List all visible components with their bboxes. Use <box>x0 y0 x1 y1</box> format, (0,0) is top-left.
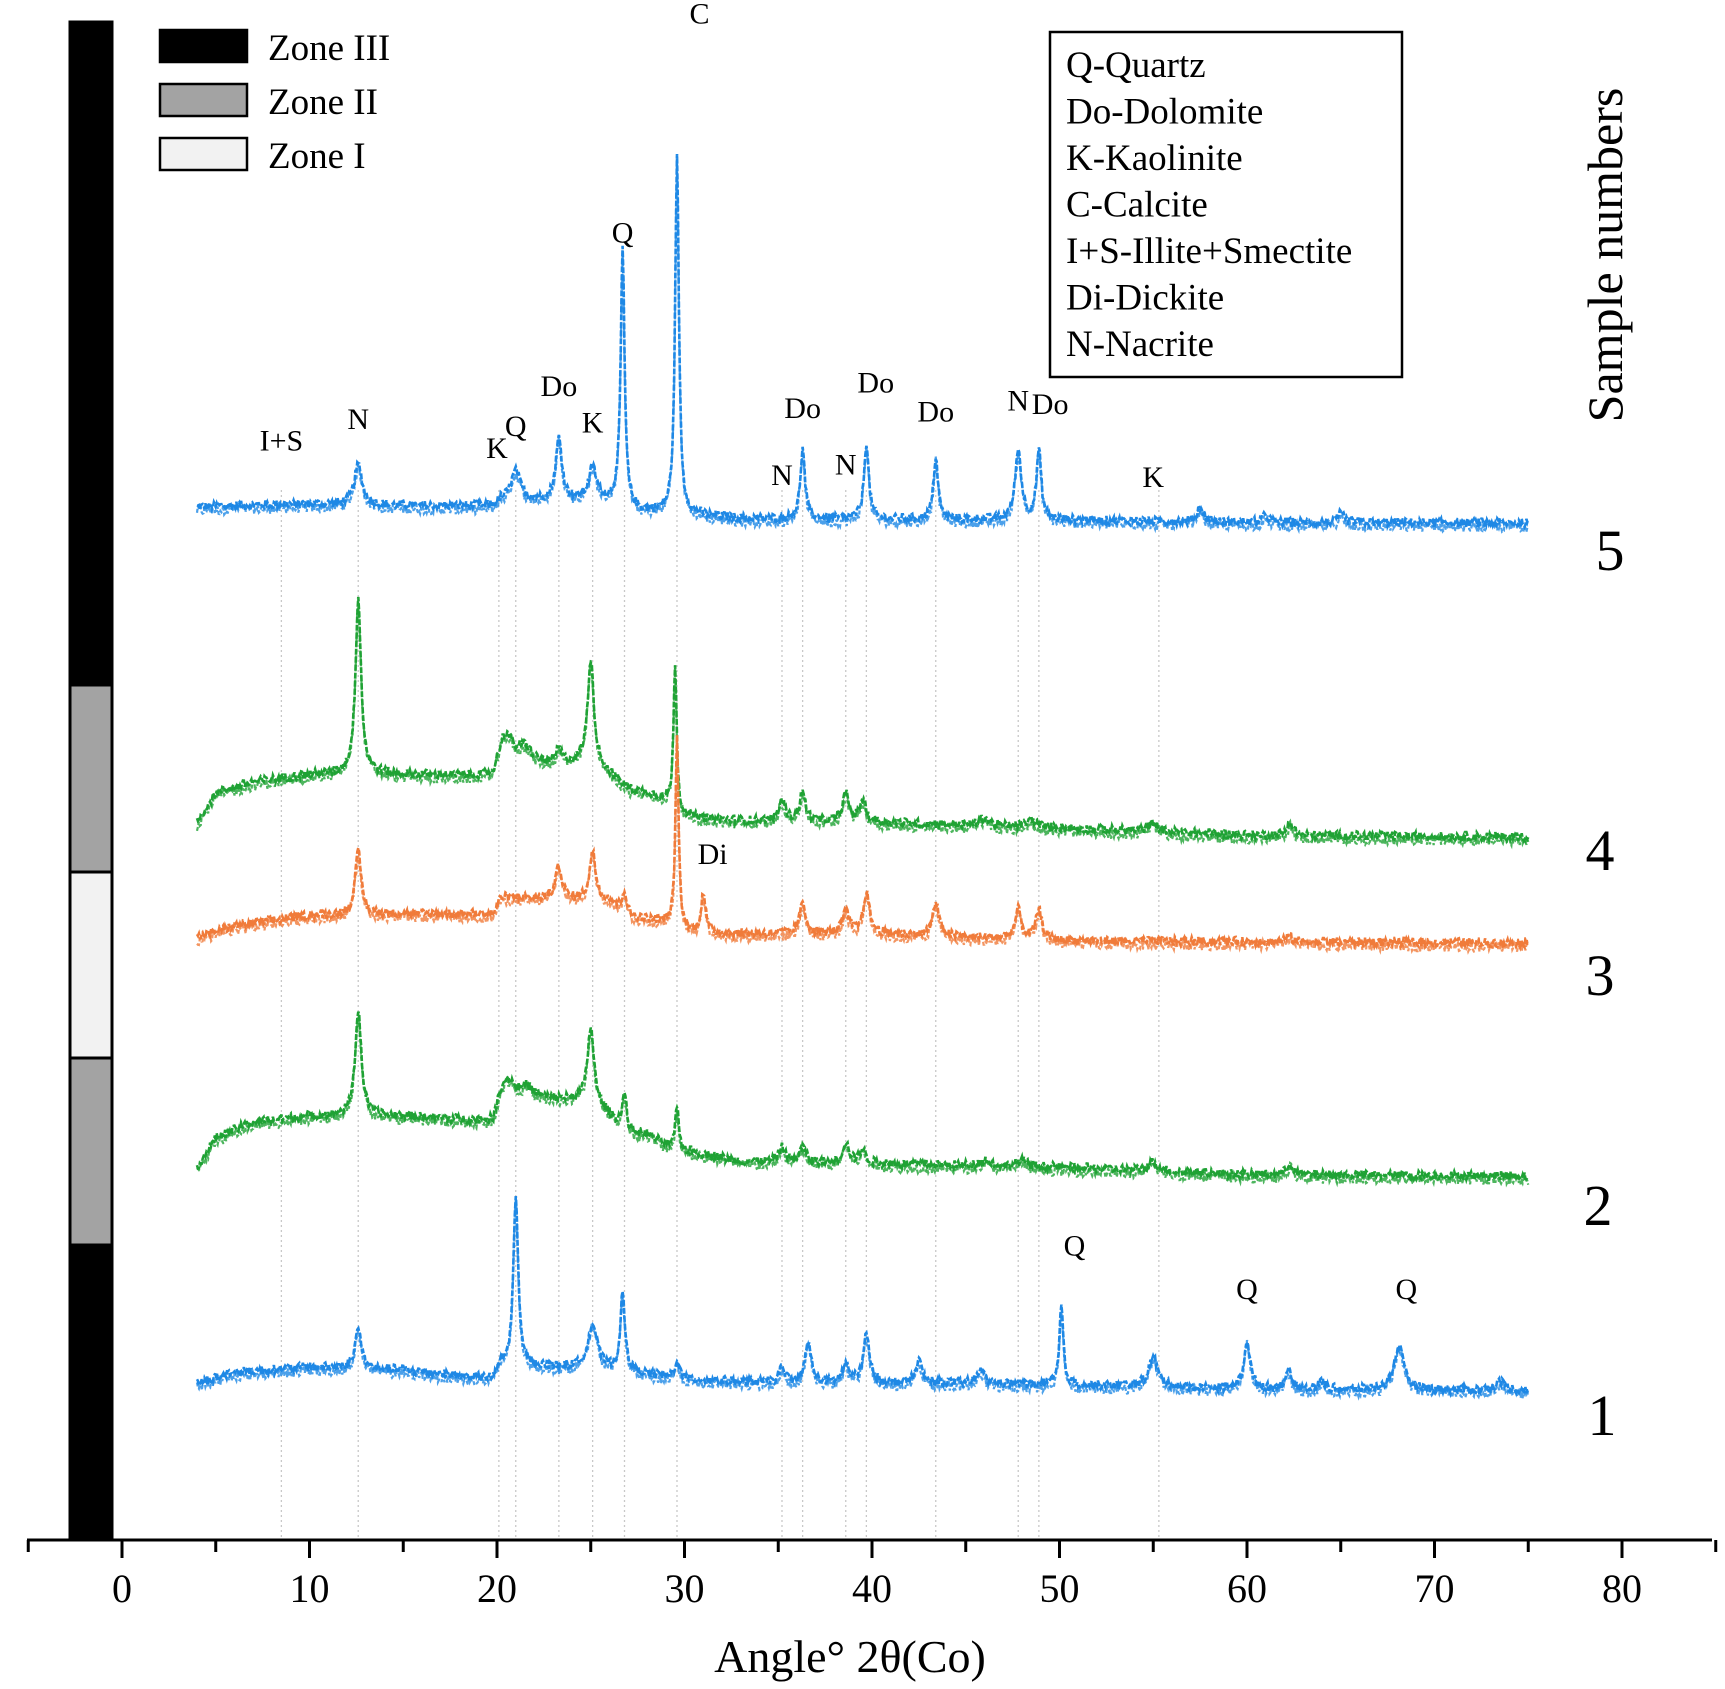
peak-label: Do <box>1032 388 1069 421</box>
zone-legend-swatch <box>158 28 249 64</box>
peak-label: Q <box>1396 1273 1418 1306</box>
x-tick-label: 50 <box>1040 1566 1080 1611</box>
peak-label: N <box>1007 385 1029 418</box>
x-tick-label: 0 <box>112 1566 132 1611</box>
peak-label: Q <box>505 410 527 443</box>
x-tick-label: 10 <box>290 1566 330 1611</box>
series-2-noise <box>196 1011 1530 1188</box>
sample-numbers-title: Sample numbers <box>1577 88 1633 423</box>
sample-number-label: 5 <box>1596 518 1625 583</box>
x-tick-label: 30 <box>665 1566 705 1611</box>
zone-legend-label: Zone II <box>268 82 378 123</box>
zone-bar-segment <box>68 683 114 874</box>
zone-legend-label: Zone III <box>268 28 390 69</box>
x-axis-title: Angle° 2θ(Co) <box>714 1631 986 1682</box>
peak-label: Do <box>541 370 578 403</box>
peak-label: Do <box>917 395 954 428</box>
mineral-legend-entry: Q-Quartz <box>1066 45 1206 86</box>
mineral-legend-entry: Do-Dolomite <box>1066 92 1263 133</box>
peak-label: Q <box>612 217 634 250</box>
peak-label: C <box>689 0 709 31</box>
x-tick-label: 80 <box>1602 1566 1642 1611</box>
mineral-legend-entry: I+S-Illite+Smectite <box>1066 231 1352 272</box>
series-5-line <box>196 153 1530 532</box>
series-1-line <box>195 1196 1529 1399</box>
peak-label: Di <box>698 838 728 871</box>
series-4-line <box>195 596 1530 846</box>
peak-label: Do <box>784 392 821 425</box>
series-3-noise <box>196 736 1530 955</box>
x-tick-label: 60 <box>1227 1566 1267 1611</box>
peak-label: Do <box>857 366 894 399</box>
zone-legend-swatch <box>158 136 249 172</box>
zone-bar <box>68 20 114 1542</box>
zone-bar-segment <box>68 20 114 687</box>
x-tick-label: 70 <box>1415 1566 1455 1611</box>
mineral-legend-entry: K-Kaolinite <box>1066 138 1243 179</box>
mineral-legend: Q-Quartz Do-Dolomite K-Kaolinite C-Calcite I… <box>1048 30 1404 379</box>
reference-lines <box>280 490 1160 1540</box>
peak-label: N <box>835 449 857 482</box>
peak-label: Q <box>1236 1273 1258 1306</box>
sample-number-label: 2 <box>1584 1173 1613 1238</box>
mineral-legend-entry: N-Nacrite <box>1066 324 1214 365</box>
series-3-line <box>195 734 1529 952</box>
peak-label: Q <box>1064 1229 1086 1262</box>
peak-label: I+S <box>260 425 304 458</box>
zone-bar-segment <box>68 1056 114 1247</box>
mineral-legend-entry: C-Calcite <box>1066 185 1208 226</box>
peak-label: K <box>1142 461 1164 494</box>
zone-legend-swatch <box>158 82 249 118</box>
zone-legend: Zone III Zone II Zone I <box>158 28 390 177</box>
x-tick-label: 40 <box>852 1566 892 1611</box>
series-2-line <box>195 1011 1529 1185</box>
series-5-noise <box>195 155 1530 535</box>
x-tick-label: 20 <box>477 1566 517 1611</box>
sample-number-label: 3 <box>1586 943 1615 1008</box>
peak-label: N <box>347 403 369 436</box>
x-axis: 0 10 20 30 40 50 60 70 80 <box>26 1538 1718 1611</box>
sample-labels: 5 4 3 2 1 <box>1584 518 1625 1448</box>
mineral-legend-box <box>1048 30 1404 379</box>
series-4-noise <box>195 606 1530 850</box>
sample-number-label: 4 <box>1586 818 1615 883</box>
sample-number-label: 1 <box>1588 1383 1617 1448</box>
peak-label: K <box>582 406 604 439</box>
zone-bar-segment <box>68 1243 114 1542</box>
peak-label: K <box>486 432 508 465</box>
peak-label: N <box>771 459 793 492</box>
zone-legend-label: Zone I <box>268 136 366 177</box>
mineral-legend-entry: Di-Dickite <box>1066 278 1224 319</box>
series-layer <box>195 153 1530 1401</box>
zone-bar-segment <box>68 870 114 1060</box>
